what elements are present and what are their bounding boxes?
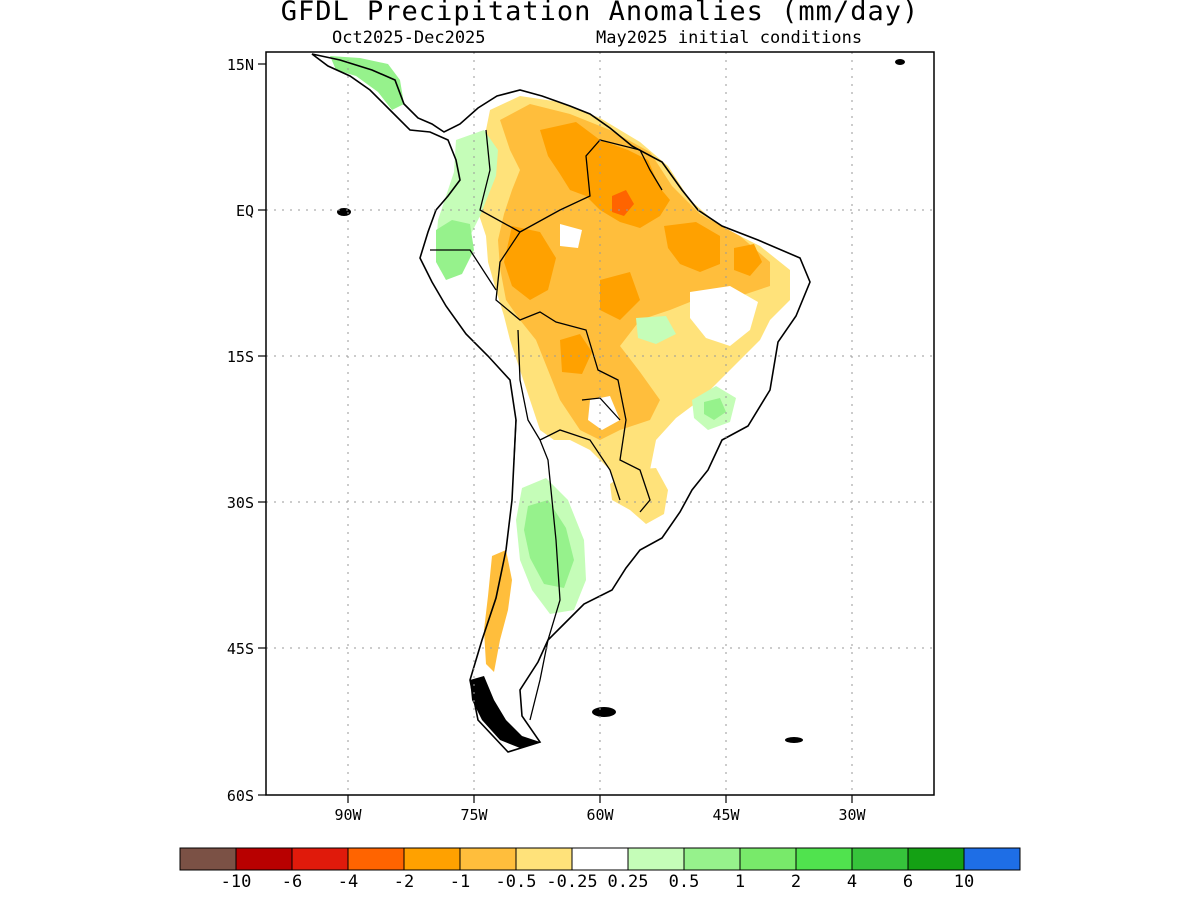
colorbar-swatch — [515, 847, 573, 871]
dry-anomaly-strong — [504, 226, 556, 300]
colorbar-label: -1 — [450, 872, 470, 892]
lat-label: 45S — [227, 640, 254, 658]
colorbar: -10 -6 -4 -2 -1 -0.5 -0.25 0.25 0.5 1 2 4 6 10 — [179, 847, 1021, 892]
dry-anomaly-uruguay — [610, 468, 668, 524]
colorbar-swatch — [627, 847, 685, 871]
south-georgia-island — [785, 737, 803, 743]
colorbar-swatch — [179, 847, 237, 871]
galapagos-islands — [337, 208, 351, 216]
chilean-fjords — [470, 676, 540, 748]
colorbar-swatch — [235, 847, 293, 871]
colorbar-label: -6 — [282, 872, 302, 892]
neutral-patch — [588, 396, 620, 430]
lat-label: 30S — [227, 494, 254, 512]
dry-anomaly-extreme — [612, 190, 634, 216]
dry-anomaly-strong — [560, 334, 592, 374]
neutral-patch — [560, 224, 582, 248]
lat-label: 15S — [227, 348, 254, 366]
colorbar-swatch — [795, 847, 853, 871]
colorbar-swatch — [571, 847, 629, 871]
colorbar-swatch — [403, 847, 461, 871]
colorbar-swatch — [291, 847, 349, 871]
colorbar-label: -0.25 — [546, 872, 597, 892]
lon-label: 30W — [838, 806, 866, 824]
colorbar-label: -4 — [338, 872, 358, 892]
colorbar-swatch — [459, 847, 517, 871]
country-borders — [430, 129, 663, 721]
colorbar-swatch — [963, 847, 1021, 871]
lat-ticks — [258, 63, 266, 796]
dry-anomaly-strong — [734, 244, 762, 276]
caribbean-island — [895, 59, 905, 65]
colorbar-label: 1 — [735, 872, 745, 892]
lat-labels: 15N EQ 15S 30S 45S 60S — [227, 56, 254, 805]
colorbar-swatch — [683, 847, 741, 871]
lat-label: 15N — [227, 56, 254, 74]
colorbar-label: -10 — [221, 872, 252, 892]
colorbar-swatch — [739, 847, 797, 871]
colorbar-swatch — [851, 847, 909, 871]
colorbar-label: 0.25 — [608, 872, 649, 892]
lon-label: 75W — [460, 806, 488, 824]
initial-conditions: May2025 initial conditions — [596, 28, 863, 48]
lon-label: 90W — [334, 806, 362, 824]
colorbar-label: 0.5 — [669, 872, 700, 892]
lon-labels: 90W 75W 60W 45W 30W — [334, 806, 866, 824]
forecast-period: Oct2025-Dec2025 — [332, 28, 486, 48]
lat-label: 60S — [227, 787, 254, 805]
lon-label: 45W — [712, 806, 740, 824]
wet-anomaly-southeast-brazil-core — [704, 398, 726, 420]
wet-anomaly-brazil — [636, 316, 676, 344]
anomaly-field — [312, 54, 810, 752]
wet-anomaly-argentina-core — [524, 500, 574, 588]
neutral-patch — [690, 286, 758, 346]
colorbar-label: 6 — [903, 872, 913, 892]
lat-label: EQ — [236, 202, 254, 220]
dry-anomaly-strong — [664, 222, 720, 272]
dry-anomaly-strong — [600, 272, 640, 320]
colorbar-label: -2 — [394, 872, 414, 892]
dry-anomaly-chile — [484, 550, 512, 672]
lon-label: 60W — [586, 806, 614, 824]
dry-anomaly-strong — [540, 122, 670, 228]
colorbar-swatch — [347, 847, 405, 871]
coastlines — [311, 53, 811, 753]
colorbar-label: 2 — [791, 872, 801, 892]
colorbar-swatch — [907, 847, 965, 871]
continent-outline — [311, 53, 811, 753]
colorbar-label: 10 — [954, 872, 974, 892]
colorbar-label: -0.5 — [496, 872, 537, 892]
lon-ticks — [347, 795, 853, 803]
colorbar-label: 4 — [847, 872, 857, 892]
falkland-islands — [592, 707, 616, 717]
chart-title: GFDL Precipitation Anomalies (mm/day) — [280, 0, 920, 27]
